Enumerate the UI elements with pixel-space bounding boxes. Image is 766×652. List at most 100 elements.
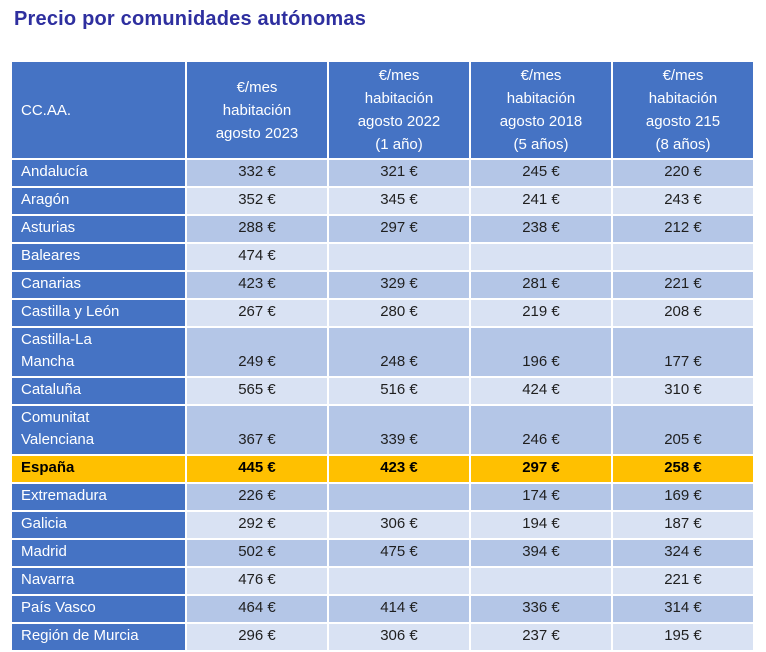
- column-header-agosto-2023: €/mes habitación agosto 2023: [185, 60, 329, 160]
- price-cell: 246 €: [469, 404, 613, 456]
- price-cell: 219 €: [469, 298, 613, 328]
- price-cell: 267 €: [185, 298, 329, 328]
- price-cell: 414 €: [327, 594, 471, 624]
- price-cell: 475 €: [327, 538, 471, 568]
- region-cell: Aragón: [10, 186, 187, 216]
- price-cell: 306 €: [327, 510, 471, 540]
- price-cell: [469, 242, 613, 272]
- region-cell: Andalucía: [10, 158, 187, 188]
- table-row: País Vasco 464 €414 €336 €314 €: [10, 594, 755, 624]
- header-row: CC.AA. €/mes habitación agosto 2023 €/mes …: [10, 60, 755, 160]
- price-cell: 243 €: [611, 186, 755, 216]
- price-cell: 177 €: [611, 326, 755, 378]
- region-cell: País Vasco: [10, 594, 187, 624]
- price-cell: 241 €: [469, 186, 613, 216]
- table-row: Aragón 352 €345 €241 €243 €: [10, 186, 755, 216]
- price-cell: 502 €: [185, 538, 329, 568]
- region-cell: Canarias: [10, 270, 187, 300]
- region-cell: Galicia: [10, 510, 187, 540]
- price-cell: 423 €: [185, 270, 329, 300]
- price-cell: 297 €: [327, 214, 471, 244]
- price-cell: [327, 482, 471, 512]
- table-row: Asturias 288 €297 €238 €212 €: [10, 214, 755, 244]
- price-cell: 565 €: [185, 376, 329, 406]
- price-cell: 476 €: [185, 566, 329, 596]
- price-cell: 196 €: [469, 326, 613, 378]
- price-cell: 258 €: [611, 454, 755, 484]
- price-cell: 394 €: [469, 538, 613, 568]
- table-row-highlight: España 445 €423 €297 €258 €: [10, 454, 755, 484]
- price-cell: 221 €: [611, 566, 755, 596]
- price-cell: 174 €: [469, 482, 613, 512]
- price-cell: 474 €: [185, 242, 329, 272]
- price-cell: 321 €: [327, 158, 471, 188]
- price-cell: [469, 566, 613, 596]
- price-cell: 336 €: [469, 594, 613, 624]
- price-cell: 339 €: [327, 404, 471, 456]
- region-cell: Baleares: [10, 242, 187, 272]
- price-cell: 187 €: [611, 510, 755, 540]
- price-cell: 345 €: [327, 186, 471, 216]
- table-row: Castilla y León 267 €280 €219 €208 €: [10, 298, 755, 328]
- region-cell: Asturias: [10, 214, 187, 244]
- price-cell: 324 €: [611, 538, 755, 568]
- price-cell: 208 €: [611, 298, 755, 328]
- column-header-agosto-2022: €/mes habitación agosto 2022 (1 año): [327, 60, 471, 160]
- price-table: CC.AA. €/mes habitación agosto 2023 €/mes …: [10, 60, 755, 652]
- table-row: Galicia 292 €306 €194 €187 €: [10, 510, 755, 540]
- table-header: CC.AA. €/mes habitación agosto 2023 €/mes …: [10, 60, 755, 160]
- price-cell: 297 €: [469, 454, 613, 484]
- table-row: Cataluña 565 €516 €424 €310 €: [10, 376, 755, 406]
- region-cell: Castilla y León: [10, 298, 187, 328]
- price-cell: 280 €: [327, 298, 471, 328]
- price-cell: [327, 242, 471, 272]
- table-row: Baleares 474 €: [10, 242, 755, 272]
- column-header-agosto-2018: €/mes habitación agosto 2018 (5 años): [469, 60, 613, 160]
- table-body: Andalucía 332 €321 €245 €220 € Aragón 352 €…: [10, 158, 755, 652]
- price-cell: 329 €: [327, 270, 471, 300]
- price-cell: 445 €: [185, 454, 329, 484]
- price-cell: 314 €: [611, 594, 755, 624]
- price-cell: [327, 566, 471, 596]
- table-row: Canarias 423 €329 €281 €221 €: [10, 270, 755, 300]
- table-row: Extremadura 226 € 174 €169 €: [10, 482, 755, 512]
- column-header-ccaa: CC.AA.: [10, 60, 187, 160]
- price-cell: 194 €: [469, 510, 613, 540]
- price-cell: 423 €: [327, 454, 471, 484]
- price-cell: 367 €: [185, 404, 329, 456]
- price-cell: 226 €: [185, 482, 329, 512]
- price-cell: 245 €: [469, 158, 613, 188]
- table-row: Andalucía 332 €321 €245 €220 €: [10, 158, 755, 188]
- price-cell: 212 €: [611, 214, 755, 244]
- price-cell: 220 €: [611, 158, 755, 188]
- column-header-agosto-215: €/mes habitación agosto 215 (8 años): [611, 60, 755, 160]
- price-cell: 464 €: [185, 594, 329, 624]
- region-cell: España: [10, 454, 187, 484]
- table-row: Comunitat Valenciana 367 €339 €246 €205 €: [10, 404, 755, 456]
- region-cell: Comunitat Valenciana: [10, 404, 187, 456]
- price-cell: 249 €: [185, 326, 329, 378]
- price-cell: 205 €: [611, 404, 755, 456]
- price-cell: 221 €: [611, 270, 755, 300]
- price-cell: 332 €: [185, 158, 329, 188]
- price-cell: 292 €: [185, 510, 329, 540]
- region-cell: Extremadura: [10, 482, 187, 512]
- price-cell: [611, 242, 755, 272]
- price-cell: 288 €: [185, 214, 329, 244]
- price-cell: 424 €: [469, 376, 613, 406]
- price-cell: 238 €: [469, 214, 613, 244]
- table-row: Madrid 502 €475 €394 €324 €: [10, 538, 755, 568]
- region-cell: Madrid: [10, 538, 187, 568]
- region-cell: Castilla-La Mancha: [10, 326, 187, 378]
- region-cell: Navarra: [10, 566, 187, 596]
- price-cell: 169 €: [611, 482, 755, 512]
- price-cell: 352 €: [185, 186, 329, 216]
- table-row: Navarra 476 € 221 €: [10, 566, 755, 596]
- price-cell: 516 €: [327, 376, 471, 406]
- page-title: Precio por comunidades autónomas: [14, 8, 367, 30]
- price-cell: 248 €: [327, 326, 471, 378]
- region-cell: Cataluña: [10, 376, 187, 406]
- table-row: Castilla-La Mancha 249 €248 €196 €177 €: [10, 326, 755, 378]
- price-cell: 310 €: [611, 376, 755, 406]
